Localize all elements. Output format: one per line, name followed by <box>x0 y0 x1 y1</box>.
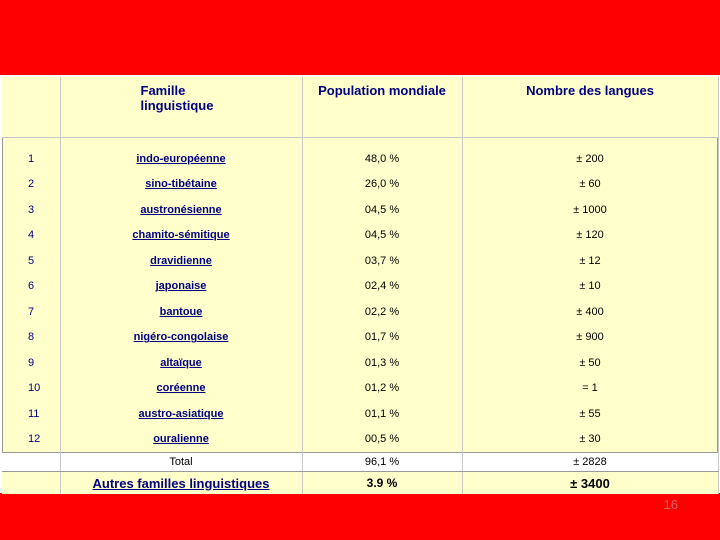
row-number: 6 <box>2 273 61 299</box>
header-number <box>2 77 61 138</box>
row-number: 2 <box>2 171 61 197</box>
row-population: 04,5 % <box>302 222 463 248</box>
table-row: 8 nigéro-congolaise 01,7 % ± 900 <box>2 324 719 350</box>
family-link[interactable]: austro-asiatique <box>138 407 224 420</box>
row-population: 02,4 % <box>302 273 463 299</box>
other-label: Autres familles linguistiques <box>60 471 303 494</box>
row-number: 8 <box>2 324 61 350</box>
other-families-row: Autres familles linguistiques 3.9 % ± 3400 <box>2 471 719 494</box>
row-number: 1 <box>2 137 61 172</box>
slide-number: 16 <box>663 497 678 512</box>
header-languages: Nombre des langues <box>462 77 719 138</box>
row-population: 00,5 % <box>302 426 463 453</box>
family-link[interactable]: austronésienne <box>140 203 222 216</box>
row-family: japonaise <box>60 273 303 299</box>
table-row: 6 japonaise 02,4 % ± 10 <box>2 273 719 299</box>
total-empty <box>2 452 61 472</box>
total-label: Total <box>60 452 303 472</box>
table-row: 10 coréenne 01,2 % = 1 <box>2 375 719 401</box>
row-population: 02,2 % <box>302 299 463 325</box>
header-population: Population mondiale <box>302 77 463 138</box>
family-link[interactable]: altaïque <box>160 356 202 369</box>
family-link[interactable]: sino-tibétaine <box>145 178 217 191</box>
table-row: 11 austro-asiatique 01,1 % ± 55 <box>2 401 719 427</box>
row-languages: ± 60 <box>462 171 719 197</box>
table-row: 5 dravidienne 03,7 % ± 12 <box>2 248 719 274</box>
row-languages: = 1 <box>462 375 719 401</box>
language-families-table: Famille linguistique Population mondiale… <box>2 77 719 494</box>
family-link[interactable]: dravidienne <box>150 254 212 267</box>
table-row: 7 bantoue 02,2 % ± 400 <box>2 299 719 325</box>
row-languages: ± 10 <box>462 273 719 299</box>
row-family: bantoue <box>60 299 303 325</box>
other-languages: ± 3400 <box>462 471 719 494</box>
row-family: nigéro-congolaise <box>60 324 303 350</box>
table-row: 12 ouralienne 00,5 % ± 30 <box>2 426 719 453</box>
row-family: indo-européenne <box>60 137 303 172</box>
table-row: 1 indo-européenne 48,0 % ± 200 <box>2 137 719 172</box>
row-languages: ± 200 <box>462 137 719 172</box>
other-empty <box>2 471 61 494</box>
row-number: 11 <box>2 401 61 427</box>
row-number: 5 <box>2 248 61 274</box>
row-population: 01,2 % <box>302 375 463 401</box>
row-languages: ± 120 <box>462 222 719 248</box>
row-number: 3 <box>2 197 61 223</box>
total-row: Total 96,1 % ± 2828 <box>2 452 719 472</box>
header-family: Famille linguistique <box>60 77 303 138</box>
row-number: 7 <box>2 299 61 325</box>
row-number: 10 <box>2 375 61 401</box>
row-population: 01,3 % <box>302 350 463 376</box>
family-link[interactable]: nigéro-congolaise <box>133 331 229 344</box>
row-number: 12 <box>2 426 61 453</box>
table-header-row: Famille linguistique Population mondiale… <box>2 77 719 138</box>
family-link[interactable]: japonaise <box>155 280 207 293</box>
row-family: ouralienne <box>60 426 303 453</box>
row-languages: ± 400 <box>462 299 719 325</box>
row-number: 4 <box>2 222 61 248</box>
row-languages: ± 50 <box>462 350 719 376</box>
total-population: 96,1 % <box>302 452 463 472</box>
table-row: 2 sino-tibétaine 26,0 % ± 60 <box>2 171 719 197</box>
other-families-link[interactable]: Autres familles linguistiques <box>92 475 270 491</box>
row-languages: ± 30 <box>462 426 719 453</box>
data-table-container: Famille linguistique Population mondiale… <box>0 75 720 494</box>
row-family: austro-asiatique <box>60 401 303 427</box>
row-languages: ± 900 <box>462 324 719 350</box>
row-number: 9 <box>2 350 61 376</box>
family-link[interactable]: indo-européenne <box>136 152 226 165</box>
row-population: 01,7 % <box>302 324 463 350</box>
family-link[interactable]: coréenne <box>156 382 206 395</box>
row-family: chamito-sémitique <box>60 222 303 248</box>
row-family: dravidienne <box>60 248 303 274</box>
row-languages: ± 1000 <box>462 197 719 223</box>
family-link[interactable]: chamito-sémitique <box>132 229 230 242</box>
row-population: 04,5 % <box>302 197 463 223</box>
row-population: 01,1 % <box>302 401 463 427</box>
header-family-label: Famille linguistique <box>140 83 214 113</box>
row-family: altaïque <box>60 350 303 376</box>
family-link[interactable]: bantoue <box>159 305 203 318</box>
row-population: 03,7 % <box>302 248 463 274</box>
family-link[interactable]: ouralienne <box>153 433 209 446</box>
row-population: 48,0 % <box>302 137 463 172</box>
table-row: 3 austronésienne 04,5 % ± 1000 <box>2 197 719 223</box>
row-family: sino-tibétaine <box>60 171 303 197</box>
row-family: coréenne <box>60 375 303 401</box>
row-family: austronésienne <box>60 197 303 223</box>
other-population: 3.9 % <box>302 471 463 494</box>
row-population: 26,0 % <box>302 171 463 197</box>
table-row: 4 chamito-sémitique 04,5 % ± 120 <box>2 222 719 248</box>
total-languages: ± 2828 <box>462 452 719 472</box>
row-languages: ± 55 <box>462 401 719 427</box>
row-languages: ± 12 <box>462 248 719 274</box>
table-row: 9 altaïque 01,3 % ± 50 <box>2 350 719 376</box>
